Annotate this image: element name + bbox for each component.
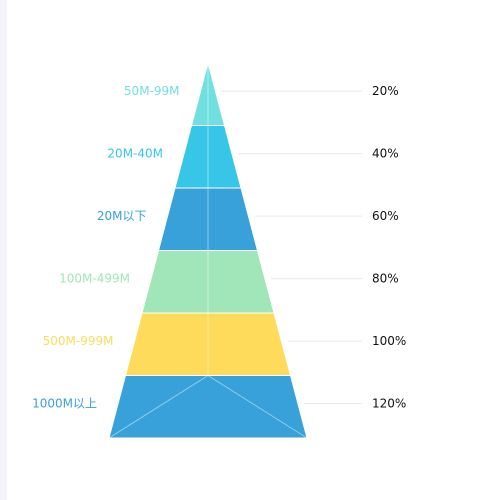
value-label: 20% xyxy=(372,84,399,98)
category-label: 50M-99M xyxy=(124,84,180,98)
value-label: 60% xyxy=(372,209,399,223)
category-label: 100M-499M xyxy=(59,272,130,286)
pyramid-segment[interactable] xyxy=(108,375,308,439)
category-label: 20M以下 xyxy=(97,209,147,223)
value-label: 100% xyxy=(372,334,406,348)
value-label: 40% xyxy=(372,147,399,161)
category-label: 20M-40M xyxy=(107,147,163,161)
left-edge-strip xyxy=(0,0,7,500)
category-label: 500M-999M xyxy=(43,334,114,348)
pyramid-base-diagonal xyxy=(108,375,209,439)
category-label: 1000M以上 xyxy=(32,397,97,411)
value-label: 80% xyxy=(372,272,399,286)
value-label: 120% xyxy=(372,397,406,411)
pyramid-base-diagonal xyxy=(207,375,308,439)
